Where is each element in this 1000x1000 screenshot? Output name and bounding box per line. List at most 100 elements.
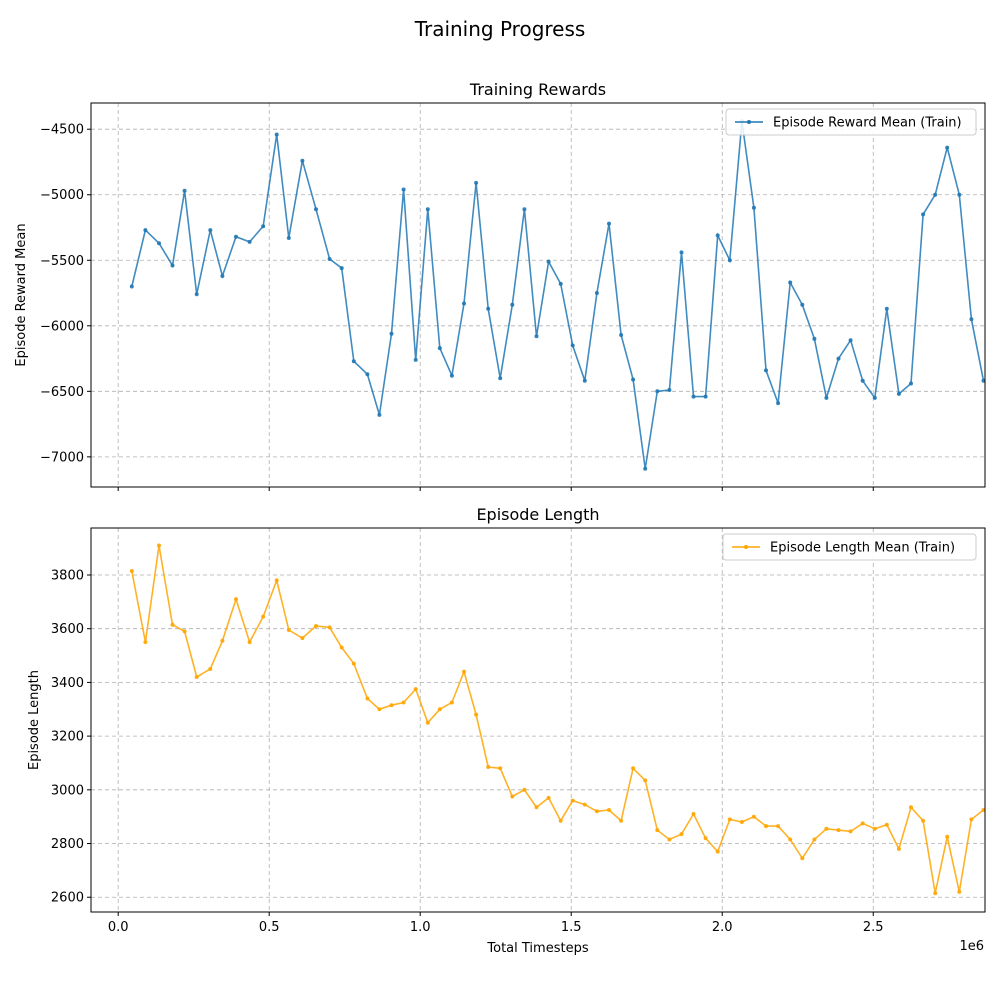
rewards-legend-label: Episode Reward Mean (Train) bbox=[773, 116, 962, 131]
rewards-data-point bbox=[727, 258, 732, 263]
rewards-y-tick-label: −4500 bbox=[40, 123, 84, 138]
rewards-data-point bbox=[655, 389, 660, 394]
length-data-point bbox=[619, 818, 624, 823]
length-x-tick-label: 0.0 bbox=[108, 920, 129, 935]
length-legend: Episode Length Mean (Train) bbox=[722, 533, 977, 561]
rewards-data-point bbox=[643, 466, 648, 471]
rewards-data-point bbox=[679, 250, 684, 255]
rewards-data-point bbox=[619, 333, 624, 337]
length-data-point bbox=[607, 808, 611, 812]
length-y-tick-label: 2600 bbox=[51, 891, 84, 906]
rewards-data-point bbox=[510, 302, 515, 307]
rewards-data-point bbox=[486, 306, 491, 311]
length-data-point bbox=[582, 802, 587, 807]
rewards-data-point bbox=[220, 274, 225, 278]
length-y-tick-label: 3000 bbox=[51, 783, 84, 798]
rewards-data-point bbox=[286, 236, 291, 240]
length-data-point bbox=[413, 687, 418, 692]
rewards-legend-marker bbox=[747, 120, 751, 124]
rewards-data-point bbox=[365, 372, 370, 377]
length-legend-label: Episode Length Mean (Train) bbox=[770, 541, 955, 556]
rewards-data-point bbox=[437, 346, 442, 351]
rewards-y-tick-label: −5500 bbox=[40, 254, 84, 269]
rewards-data-point bbox=[860, 378, 865, 383]
rewards-data-point bbox=[909, 381, 913, 386]
length-data-point bbox=[751, 814, 756, 819]
length-legend-marker bbox=[744, 545, 748, 549]
length-data-point bbox=[896, 846, 901, 851]
length-data-point bbox=[921, 818, 926, 823]
rewards-data-point bbox=[234, 234, 238, 239]
length-y-tick-label: 3200 bbox=[51, 730, 84, 745]
rewards-axes-title: Training Rewards bbox=[469, 80, 606, 99]
rewards-data-point bbox=[607, 221, 611, 226]
rewards-data-point bbox=[261, 224, 266, 229]
length-data-point bbox=[351, 661, 356, 666]
rewards-data-point bbox=[896, 391, 901, 396]
length-series-line bbox=[131, 545, 984, 894]
figure-title: Training Progress bbox=[414, 17, 586, 41]
rewards-data-point bbox=[401, 187, 406, 192]
length-y-tick-label: 3400 bbox=[51, 676, 84, 691]
length-data-point bbox=[800, 856, 805, 861]
length-data-point bbox=[558, 818, 563, 823]
length-axes-title: Episode Length bbox=[476, 505, 599, 524]
rewards-data-point bbox=[933, 192, 938, 197]
length-data-point bbox=[437, 707, 442, 712]
rewards-series-line bbox=[131, 121, 985, 469]
length-data-point bbox=[522, 787, 527, 792]
length-y-tick-label: 3800 bbox=[51, 568, 84, 583]
length-data-point bbox=[389, 703, 394, 708]
length-data-point bbox=[909, 805, 913, 810]
length-data-point bbox=[401, 700, 406, 705]
length-data-point bbox=[715, 849, 720, 854]
length-data-point bbox=[739, 820, 744, 824]
length-data-point bbox=[286, 628, 291, 632]
rewards-y-tick-label: −5000 bbox=[40, 188, 84, 203]
length-data-point bbox=[691, 812, 696, 816]
rewards-data-point bbox=[247, 239, 252, 244]
length-data-point bbox=[703, 836, 708, 841]
length-data-point bbox=[157, 543, 161, 548]
length-data-point bbox=[194, 675, 199, 679]
rewards-y-tick-label: −6500 bbox=[40, 385, 84, 400]
length-data-point bbox=[208, 667, 213, 671]
length-axes: Episode Length Episode Length Total Time… bbox=[27, 505, 986, 956]
rewards-y-tick-label: −6000 bbox=[40, 319, 84, 334]
length-data-point bbox=[425, 720, 430, 725]
rewards-data-point bbox=[170, 263, 175, 268]
rewards-data-point bbox=[848, 338, 853, 343]
rewards-data-point bbox=[884, 306, 889, 311]
rewards-axes-frame bbox=[90, 102, 986, 488]
rewards-data-point bbox=[462, 301, 466, 306]
rewards-data-point bbox=[824, 395, 829, 400]
length-x-axis-label: Total Timesteps bbox=[486, 941, 588, 956]
length-data-point bbox=[498, 766, 503, 771]
rewards-data-point bbox=[208, 228, 213, 233]
rewards-data-point bbox=[314, 207, 318, 212]
length-data-point bbox=[836, 828, 841, 833]
length-data-point bbox=[462, 669, 466, 674]
rewards-data-point bbox=[534, 334, 539, 339]
length-data-point bbox=[594, 809, 599, 814]
rewards-data-point bbox=[351, 359, 356, 364]
rewards-data-point bbox=[570, 343, 575, 348]
length-data-point bbox=[945, 834, 950, 839]
length-data-point bbox=[143, 640, 148, 645]
length-data-point bbox=[510, 794, 515, 799]
rewards-data-point bbox=[377, 412, 382, 417]
length-data-point bbox=[274, 578, 279, 583]
rewards-legend: Episode Reward Mean (Train) bbox=[725, 108, 977, 136]
length-data-point bbox=[339, 645, 344, 650]
length-x-tick-label: 1.0 bbox=[410, 920, 431, 935]
rewards-data-point bbox=[776, 401, 781, 406]
rewards-data-point bbox=[715, 233, 720, 238]
rewards-data-point bbox=[522, 207, 527, 212]
rewards-y-tick-label: −7000 bbox=[40, 450, 84, 465]
length-data-point bbox=[643, 778, 648, 783]
rewards-data-point bbox=[594, 291, 599, 295]
rewards-data-point bbox=[129, 284, 134, 289]
length-data-point bbox=[764, 824, 768, 829]
x-axis-offset-label: 1e6 bbox=[959, 939, 984, 954]
